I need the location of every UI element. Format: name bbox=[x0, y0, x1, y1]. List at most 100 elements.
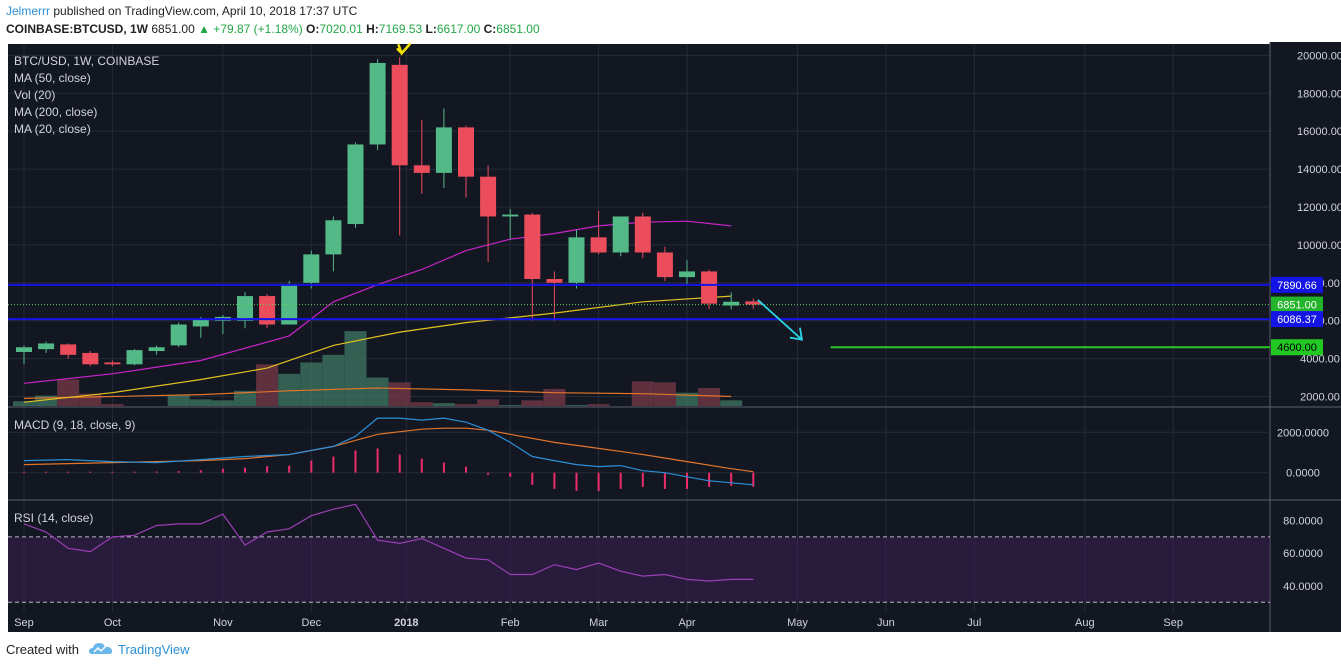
x-tick-label: Dec bbox=[302, 617, 322, 629]
volume-bar bbox=[57, 379, 80, 406]
x-tick-label: Nov bbox=[213, 617, 233, 629]
legend-volume: Vol (20) bbox=[14, 88, 55, 102]
volume-bar bbox=[587, 404, 610, 406]
volume-bar bbox=[432, 403, 455, 406]
price-label-target: 4600.00 bbox=[1277, 342, 1317, 354]
top-marker-arrow bbox=[396, 43, 411, 56]
volume-bar bbox=[300, 362, 323, 406]
volume-bar bbox=[35, 395, 58, 406]
x-tick-label: 2018 bbox=[394, 617, 418, 629]
price-label-current-box bbox=[1271, 296, 1323, 313]
candle-body bbox=[612, 216, 629, 253]
rsi-tick-label: 40.0000 bbox=[1283, 581, 1323, 593]
y-tick-label: 12000.00 bbox=[1297, 202, 1341, 214]
macd-line bbox=[23, 417, 754, 486]
tradingview-brand-link[interactable]: TradingView bbox=[118, 642, 190, 657]
candle-body bbox=[347, 144, 364, 225]
volume-bar bbox=[543, 388, 566, 406]
time-axis-background bbox=[8, 612, 1270, 632]
rsi-tick-label: 60.0000 bbox=[1283, 548, 1323, 560]
candle-body bbox=[170, 324, 187, 346]
author-link[interactable]: Jelmerrr bbox=[6, 4, 50, 18]
plot-background bbox=[8, 44, 1270, 612]
footer: Created with TradingView bbox=[0, 632, 1341, 667]
legend-ma20: MA (20, close) bbox=[14, 122, 91, 136]
volume-bar bbox=[234, 390, 256, 406]
chart-canvas[interactable]: 2000.004000.006000.008000.0010000.001200… bbox=[0, 42, 1341, 632]
macd-tick-label: 2000.0000 bbox=[1277, 427, 1329, 439]
x-tick-label: May bbox=[787, 617, 808, 629]
high-label: H: bbox=[366, 22, 379, 36]
symbol-label: COINBASE:BTCUSD, 1W bbox=[6, 22, 149, 36]
candle-body bbox=[126, 350, 143, 365]
candle-body bbox=[634, 216, 651, 253]
price-change: ▲ +79.87 (+1.18%) bbox=[198, 22, 303, 36]
volume-bar bbox=[322, 354, 345, 406]
x-tick-label: Mar bbox=[589, 617, 608, 629]
candle-body bbox=[60, 344, 77, 355]
x-tick-label: Apr bbox=[678, 617, 695, 629]
annotations bbox=[8, 43, 1270, 349]
volume-bar bbox=[211, 400, 234, 406]
price-label-resistance-box bbox=[1271, 276, 1323, 293]
volume-bar bbox=[455, 404, 477, 406]
candle-body bbox=[568, 237, 585, 283]
macd-signal-line bbox=[23, 427, 754, 473]
candle-body bbox=[38, 343, 55, 350]
y-tick-label: 14000.00 bbox=[1297, 164, 1341, 176]
price-label-support-box bbox=[1271, 311, 1323, 328]
candle-body bbox=[413, 165, 430, 173]
candle-body bbox=[524, 214, 541, 280]
candle-body bbox=[148, 347, 165, 352]
symbol-info: COINBASE:BTCUSD, 1W 6851.00 ▲ +79.87 (+1… bbox=[6, 22, 540, 36]
chart-header: Jelmerrr published on TradingView.com, A… bbox=[0, 0, 1341, 42]
candle-body bbox=[435, 127, 452, 173]
volume-bar bbox=[521, 400, 544, 406]
volume-bar bbox=[366, 377, 389, 406]
candle-body bbox=[656, 252, 673, 278]
close-value: 6851.00 bbox=[496, 22, 540, 36]
volume-bar bbox=[499, 405, 522, 406]
candle-body bbox=[16, 347, 32, 352]
x-tick-label: Oct bbox=[104, 617, 121, 629]
x-tick-label: Sep bbox=[14, 617, 34, 629]
projection-arrow bbox=[757, 299, 803, 341]
candle-body bbox=[723, 301, 740, 306]
last-price: 6851.00 bbox=[151, 22, 195, 36]
axis-background bbox=[1270, 42, 1341, 632]
candle-body bbox=[303, 254, 320, 283]
close-label: C: bbox=[483, 22, 497, 36]
candlesticks bbox=[16, 57, 762, 367]
volume-bar bbox=[167, 395, 190, 406]
candle-body bbox=[458, 127, 474, 177]
ma20-line bbox=[23, 387, 732, 399]
y-tick-label: 4000.00 bbox=[1300, 354, 1340, 366]
y-tick-label: 18000.00 bbox=[1297, 88, 1341, 100]
candle-body bbox=[391, 64, 408, 166]
x-tick-label: Jun bbox=[877, 617, 895, 629]
volume-bar bbox=[189, 399, 212, 406]
candle-body bbox=[82, 352, 99, 365]
candle-body bbox=[590, 237, 607, 253]
candle-body bbox=[679, 271, 695, 278]
price-label-current: 6851.00 bbox=[1277, 300, 1317, 312]
created-with-label: Created with bbox=[6, 642, 79, 657]
macd-pane bbox=[8, 417, 1270, 491]
legend-ma50: MA (50, close) bbox=[14, 71, 91, 85]
candle-body bbox=[701, 271, 718, 304]
low-value: 6617.00 bbox=[436, 22, 481, 36]
y-tick-label: 10000.00 bbox=[1297, 240, 1341, 252]
rsi-tick-label: 80.0000 bbox=[1283, 516, 1323, 528]
legend-ma200: MA (200, close) bbox=[14, 105, 97, 119]
price-label-support: 6086.37 bbox=[1277, 314, 1317, 326]
projection-arrowhead bbox=[789, 327, 804, 341]
volume-bar bbox=[477, 399, 500, 406]
time-axis: Sep Oct Nov Dec 2018 Feb Mar Apr May Jun Jul Aug Sep bbox=[14, 617, 1183, 629]
cloud-logo-icon bbox=[89, 643, 113, 654]
pane-legends: BTC/USD, 1W, COINBASE MA (50, close) Vol… bbox=[14, 54, 159, 525]
x-tick-label: Feb bbox=[501, 617, 520, 629]
price-label-resistance: 7890.66 bbox=[1277, 280, 1317, 292]
candle-body bbox=[546, 279, 563, 283]
ma200-line bbox=[23, 295, 732, 403]
y-tick-label: 16000.00 bbox=[1297, 126, 1341, 138]
